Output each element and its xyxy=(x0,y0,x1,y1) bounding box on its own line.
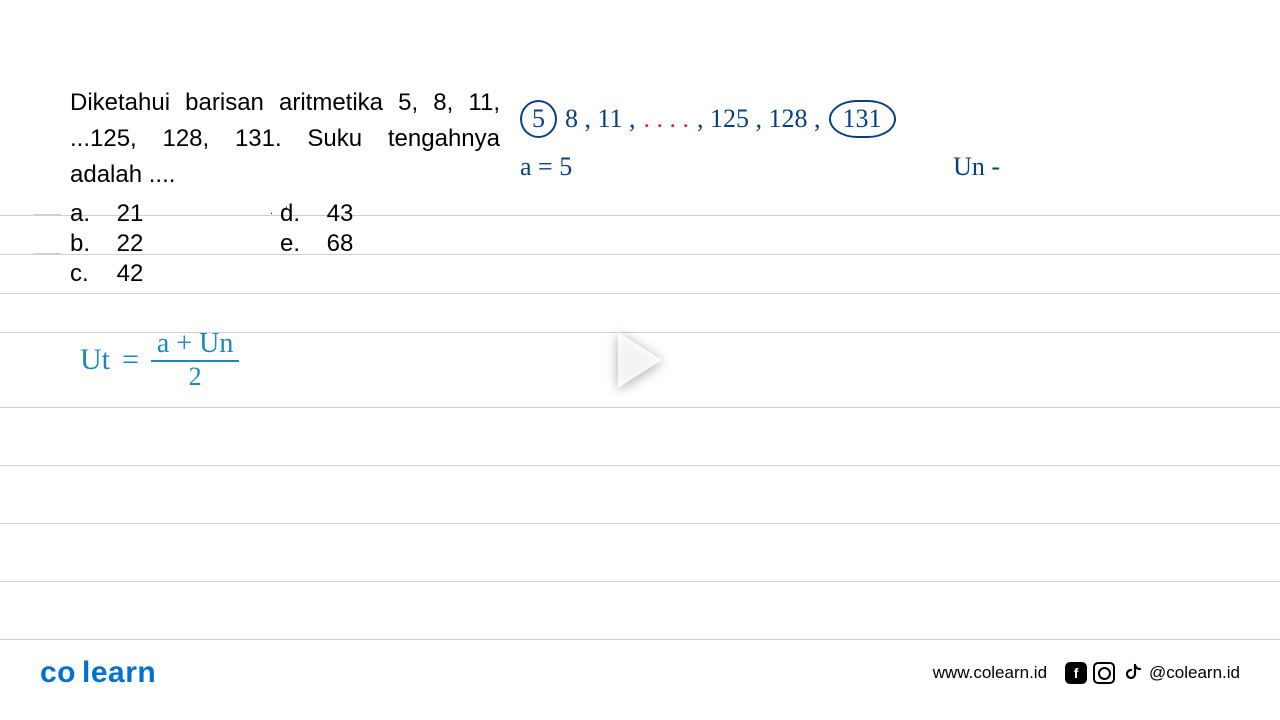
handwritten-sequence: 5 8 , 11 , . . . . , 125 , 128 , 131 xyxy=(520,100,1220,138)
option-a-value: 21 xyxy=(117,200,144,227)
option-d-value: 43 xyxy=(327,200,354,227)
option-d-label: d. xyxy=(280,200,320,228)
formula-block: Ut = a + Un 2 xyxy=(80,330,239,390)
ruled-line xyxy=(0,639,1280,640)
option-b-value: 22 xyxy=(117,230,144,257)
margin-dash xyxy=(33,214,61,215)
formula-fraction: a + Un 2 xyxy=(151,330,239,390)
ruled-line xyxy=(0,293,1280,294)
formula-equals: = xyxy=(122,343,139,377)
ruled-line xyxy=(0,581,1280,582)
option-row: b. 22 e. 68 xyxy=(70,230,430,258)
option-e-label: e. xyxy=(280,230,320,258)
instagram-icon xyxy=(1093,662,1115,684)
ruled-line xyxy=(0,465,1280,466)
fraction-numerator: a + Un xyxy=(151,330,239,362)
option-b-label: b. xyxy=(70,230,110,258)
option-e-value: 68 xyxy=(327,230,354,257)
tiktok-icon xyxy=(1121,662,1143,684)
logo-part1: co xyxy=(40,656,76,689)
footer-url: www.colearn.id xyxy=(933,663,1047,683)
un-annotation: Un - xyxy=(953,152,1000,182)
option-row: a. 21 d. 43 xyxy=(70,200,430,228)
question-text: Diketahui barisan aritmetika 5, 8, 11, .… xyxy=(70,85,500,193)
handwriting-block: 5 8 , 11 , . . . . , 125 , 128 , 131 a =… xyxy=(520,100,1220,182)
options-block: a. 21 d. 43 b. 22 e. 68 c. 42 xyxy=(70,200,430,290)
ruled-line xyxy=(0,407,1280,408)
option-c-label: c. xyxy=(70,260,110,288)
ruled-line xyxy=(0,523,1280,524)
sequence-part: 8 , 11 , xyxy=(565,104,636,134)
sequence-dots: . . . . xyxy=(644,104,690,134)
margin-dash xyxy=(33,253,61,254)
social-icons: f @colearn.id xyxy=(1065,662,1240,684)
formula-lhs: Ut xyxy=(80,343,110,377)
facebook-icon: f xyxy=(1065,662,1087,684)
fraction-denominator: 2 xyxy=(189,362,202,390)
logo-part2: learn xyxy=(82,656,156,689)
footer-right: www.colearn.id f @colearn.id xyxy=(933,662,1240,684)
circled-last-term: 131 xyxy=(829,100,896,138)
footer-handle: @colearn.id xyxy=(1149,663,1240,683)
play-icon xyxy=(618,332,662,388)
brand-logo: colearn xyxy=(40,656,156,690)
option-row: c. 42 xyxy=(70,260,430,288)
option-a-label: a. xyxy=(70,200,110,228)
circled-first-term: 5 xyxy=(520,100,557,138)
play-button[interactable] xyxy=(595,315,685,405)
sequence-part: , 125 , 128 , xyxy=(697,104,821,134)
a-equals-annotation: a = 5 xyxy=(520,152,572,182)
option-c-value: 42 xyxy=(117,260,144,287)
page-canvas: Diketahui barisan aritmetika 5, 8, 11, .… xyxy=(0,0,1280,720)
question-text-block: Diketahui barisan aritmetika 5, 8, 11, .… xyxy=(70,85,500,193)
annotation-line: a = 5 Un - xyxy=(520,152,1000,182)
footer: colearn www.colearn.id f @colearn.id xyxy=(0,656,1280,690)
